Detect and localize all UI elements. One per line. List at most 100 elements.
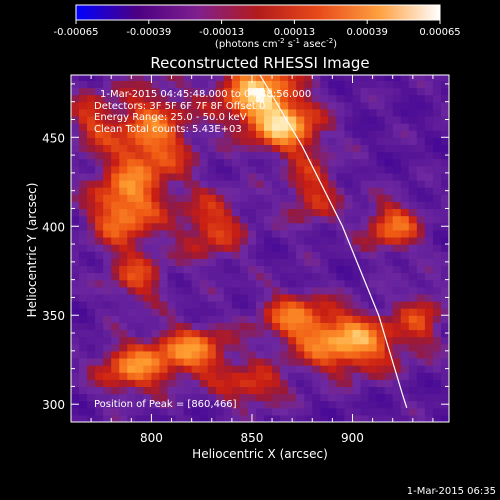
heatmap-cell [159,108,169,117]
heatmap-cells [71,75,449,422]
heatmap-cell [119,393,128,402]
heatmap-cell [215,194,225,202]
heatmap-cell [95,279,104,288]
heatmap-cell [111,407,120,416]
heatmap-cell [231,372,241,380]
heatmap-cell [79,94,88,103]
heatmap-cell [71,87,80,96]
heatmap-cell [135,208,144,217]
heatmap-cell [360,400,370,409]
heatmap-cell [296,386,305,395]
heatmap-cell [207,343,217,352]
heatmap-cell [151,336,161,345]
heatmap-cell [288,208,297,217]
heatmap-cell [71,322,80,331]
heatmap-cell [207,251,217,259]
heatmap-cell [119,194,128,202]
heatmap-cell [328,244,338,252]
heatmap-cell [280,194,289,202]
heatmap-cell [424,400,434,409]
heatmap-cell [440,308,449,316]
heatmap-cell [328,258,338,267]
heatmap-cell [159,372,169,380]
heatmap-cell [95,201,104,210]
heatmap-cell [231,123,241,131]
heatmap-cell [127,194,136,202]
heatmap-cell [336,151,346,160]
heatmap-cell [159,222,169,231]
heatmap-cell [151,94,161,103]
heatmap-cell [352,286,362,295]
heatmap-cell [143,365,153,373]
heatmap-cell [328,108,338,117]
heatmap-cell [87,137,96,145]
heatmap-cell [95,108,104,117]
heatmap-cell [247,87,257,96]
heatmap-cell [368,229,378,238]
heatmap-cell [231,80,241,89]
heatmap-cell [159,215,169,224]
heatmap-cell [392,158,402,167]
heatmap-cell [151,236,161,245]
heatmap-cell [272,165,281,174]
heatmap-cell [296,236,305,245]
heatmap-cell [247,293,257,302]
heatmap-cell [336,336,346,345]
heatmap-cell [159,194,169,202]
heatmap-cell [199,393,209,402]
heatmap-cell [183,215,193,224]
heatmap-cell [360,343,370,352]
heatmap-cell [304,365,313,373]
heatmap-cell [119,350,128,359]
heatmap-cell [368,293,378,302]
heatmap-cell [360,414,370,422]
heatmap-cell [79,357,88,366]
heatmap-cell [368,130,378,138]
heatmap-cell [151,208,161,217]
heatmap-cell [111,414,120,422]
heatmap-cell [368,108,378,117]
heatmap-cell [191,244,201,252]
heatmap-cell [376,407,386,416]
heatmap-cell [416,400,426,409]
heatmap-cell [296,379,305,388]
heatmap-cell [312,208,321,217]
heatmap-cell [191,215,201,224]
heatmap-cell [336,75,346,81]
heatmap-cell [384,322,394,331]
heatmap-cell [400,123,410,131]
heatmap-cell [344,87,354,96]
heatmap-cell [79,372,88,380]
heatmap-cell [127,279,136,288]
heatmap-cell [143,158,153,167]
heatmap-cell [272,400,281,409]
heatmap-cell [191,372,201,380]
heatmap-cell [79,101,88,110]
heatmap-cell [304,400,313,409]
heatmap-cell [384,130,394,138]
heatmap-cell [223,215,233,224]
heatmap-cell [336,322,346,331]
heatmap-cell [143,350,153,359]
heatmap-cell [320,123,329,131]
heatmap-cell [432,151,442,160]
heatmap-cell [111,293,120,302]
heatmap-cell [264,101,273,110]
heatmap-cell [264,244,273,252]
heatmap-cell [416,208,426,217]
heatmap-cell [296,372,305,380]
heatmap-cell [191,165,201,174]
heatmap-cell [328,343,338,352]
heatmap-cell [119,300,128,309]
heatmap-cell [272,329,281,338]
heatmap-cell [296,151,305,160]
heatmap-cell [175,308,185,316]
heatmap-cell [71,265,80,274]
heatmap-cell [191,272,201,281]
heatmap-cell [408,393,418,402]
heatmap-cell [360,365,370,373]
heatmap-cell [223,137,233,145]
heatmap-cell [215,201,225,210]
heatmap-cell [207,201,217,210]
